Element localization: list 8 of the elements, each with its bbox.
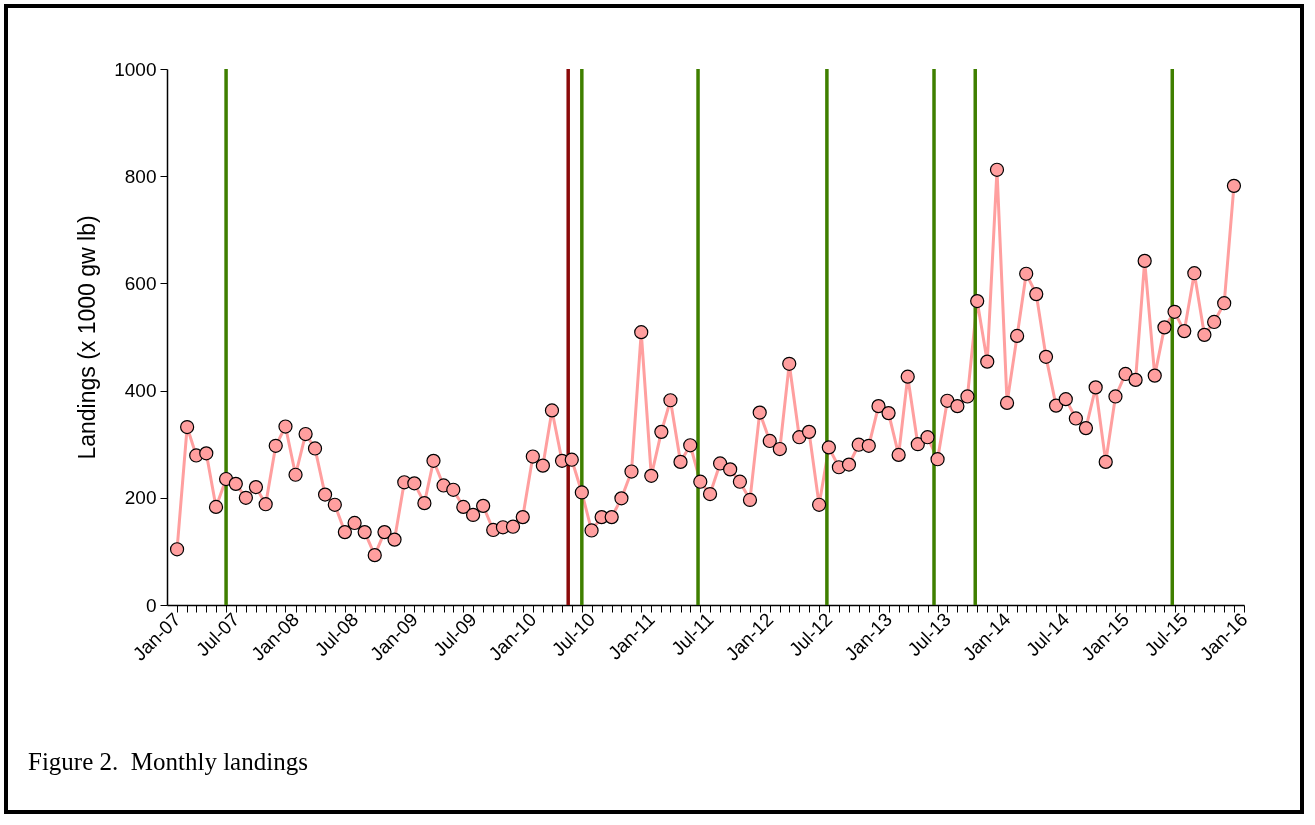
y-tick-label: 200 <box>124 487 157 509</box>
y-tick-label: 1000 <box>114 58 157 80</box>
y-tick-label: 800 <box>124 165 157 187</box>
y-tick-label: 600 <box>124 272 157 294</box>
caption: Figure 2. Monthly landings <box>28 748 308 776</box>
y-tick-label: 400 <box>124 380 157 402</box>
y-tick-label: 0 <box>145 594 157 616</box>
y-axis-title: Landings (x 1000 gw lb) <box>74 215 101 460</box>
